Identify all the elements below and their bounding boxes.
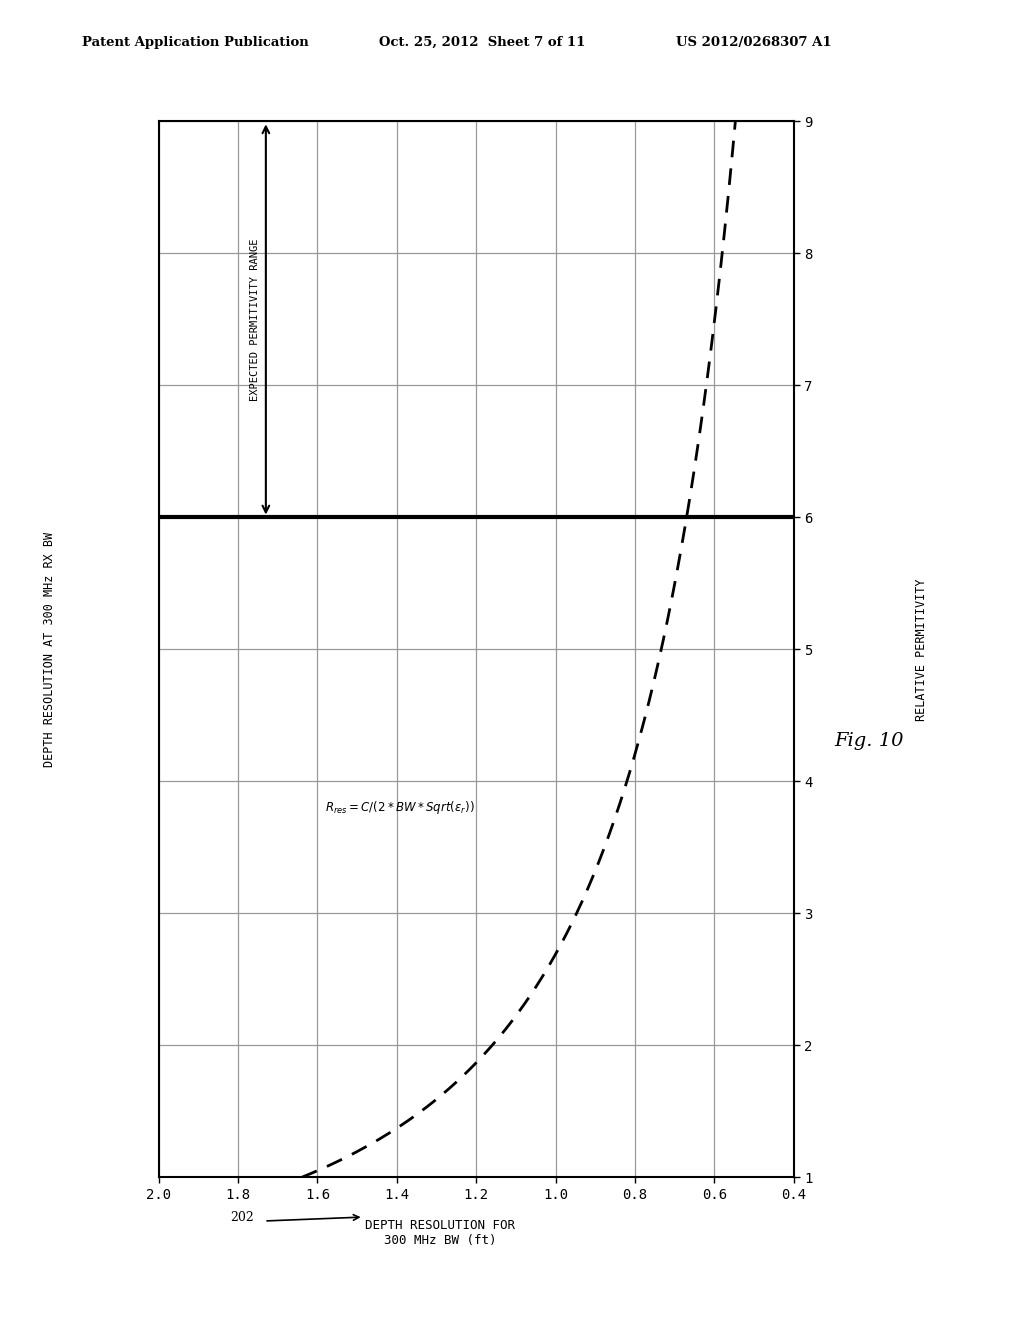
Text: 202: 202: [230, 1210, 254, 1224]
Text: Patent Application Publication: Patent Application Publication: [82, 36, 308, 49]
Text: DEPTH RESOLUTION AT 300 MHz RX BW: DEPTH RESOLUTION AT 300 MHz RX BW: [43, 532, 55, 767]
Text: Oct. 25, 2012  Sheet 7 of 11: Oct. 25, 2012 Sheet 7 of 11: [379, 36, 586, 49]
Text: RELATIVE PERMITIVITY: RELATIVE PERMITIVITY: [915, 578, 928, 721]
Text: EXPECTED PERMITIVITY RANGE: EXPECTED PERMITIVITY RANGE: [250, 238, 260, 401]
Text: $R_{res}=C/(2*BW*Sqrt(\varepsilon_r))$: $R_{res}=C/(2*BW*Sqrt(\varepsilon_r))$: [326, 800, 475, 816]
Text: Fig. 10: Fig. 10: [835, 731, 904, 750]
Text: DEPTH RESOLUTION FOR
300 MHz BW (ft): DEPTH RESOLUTION FOR 300 MHz BW (ft): [366, 1218, 515, 1247]
Text: US 2012/0268307 A1: US 2012/0268307 A1: [676, 36, 831, 49]
